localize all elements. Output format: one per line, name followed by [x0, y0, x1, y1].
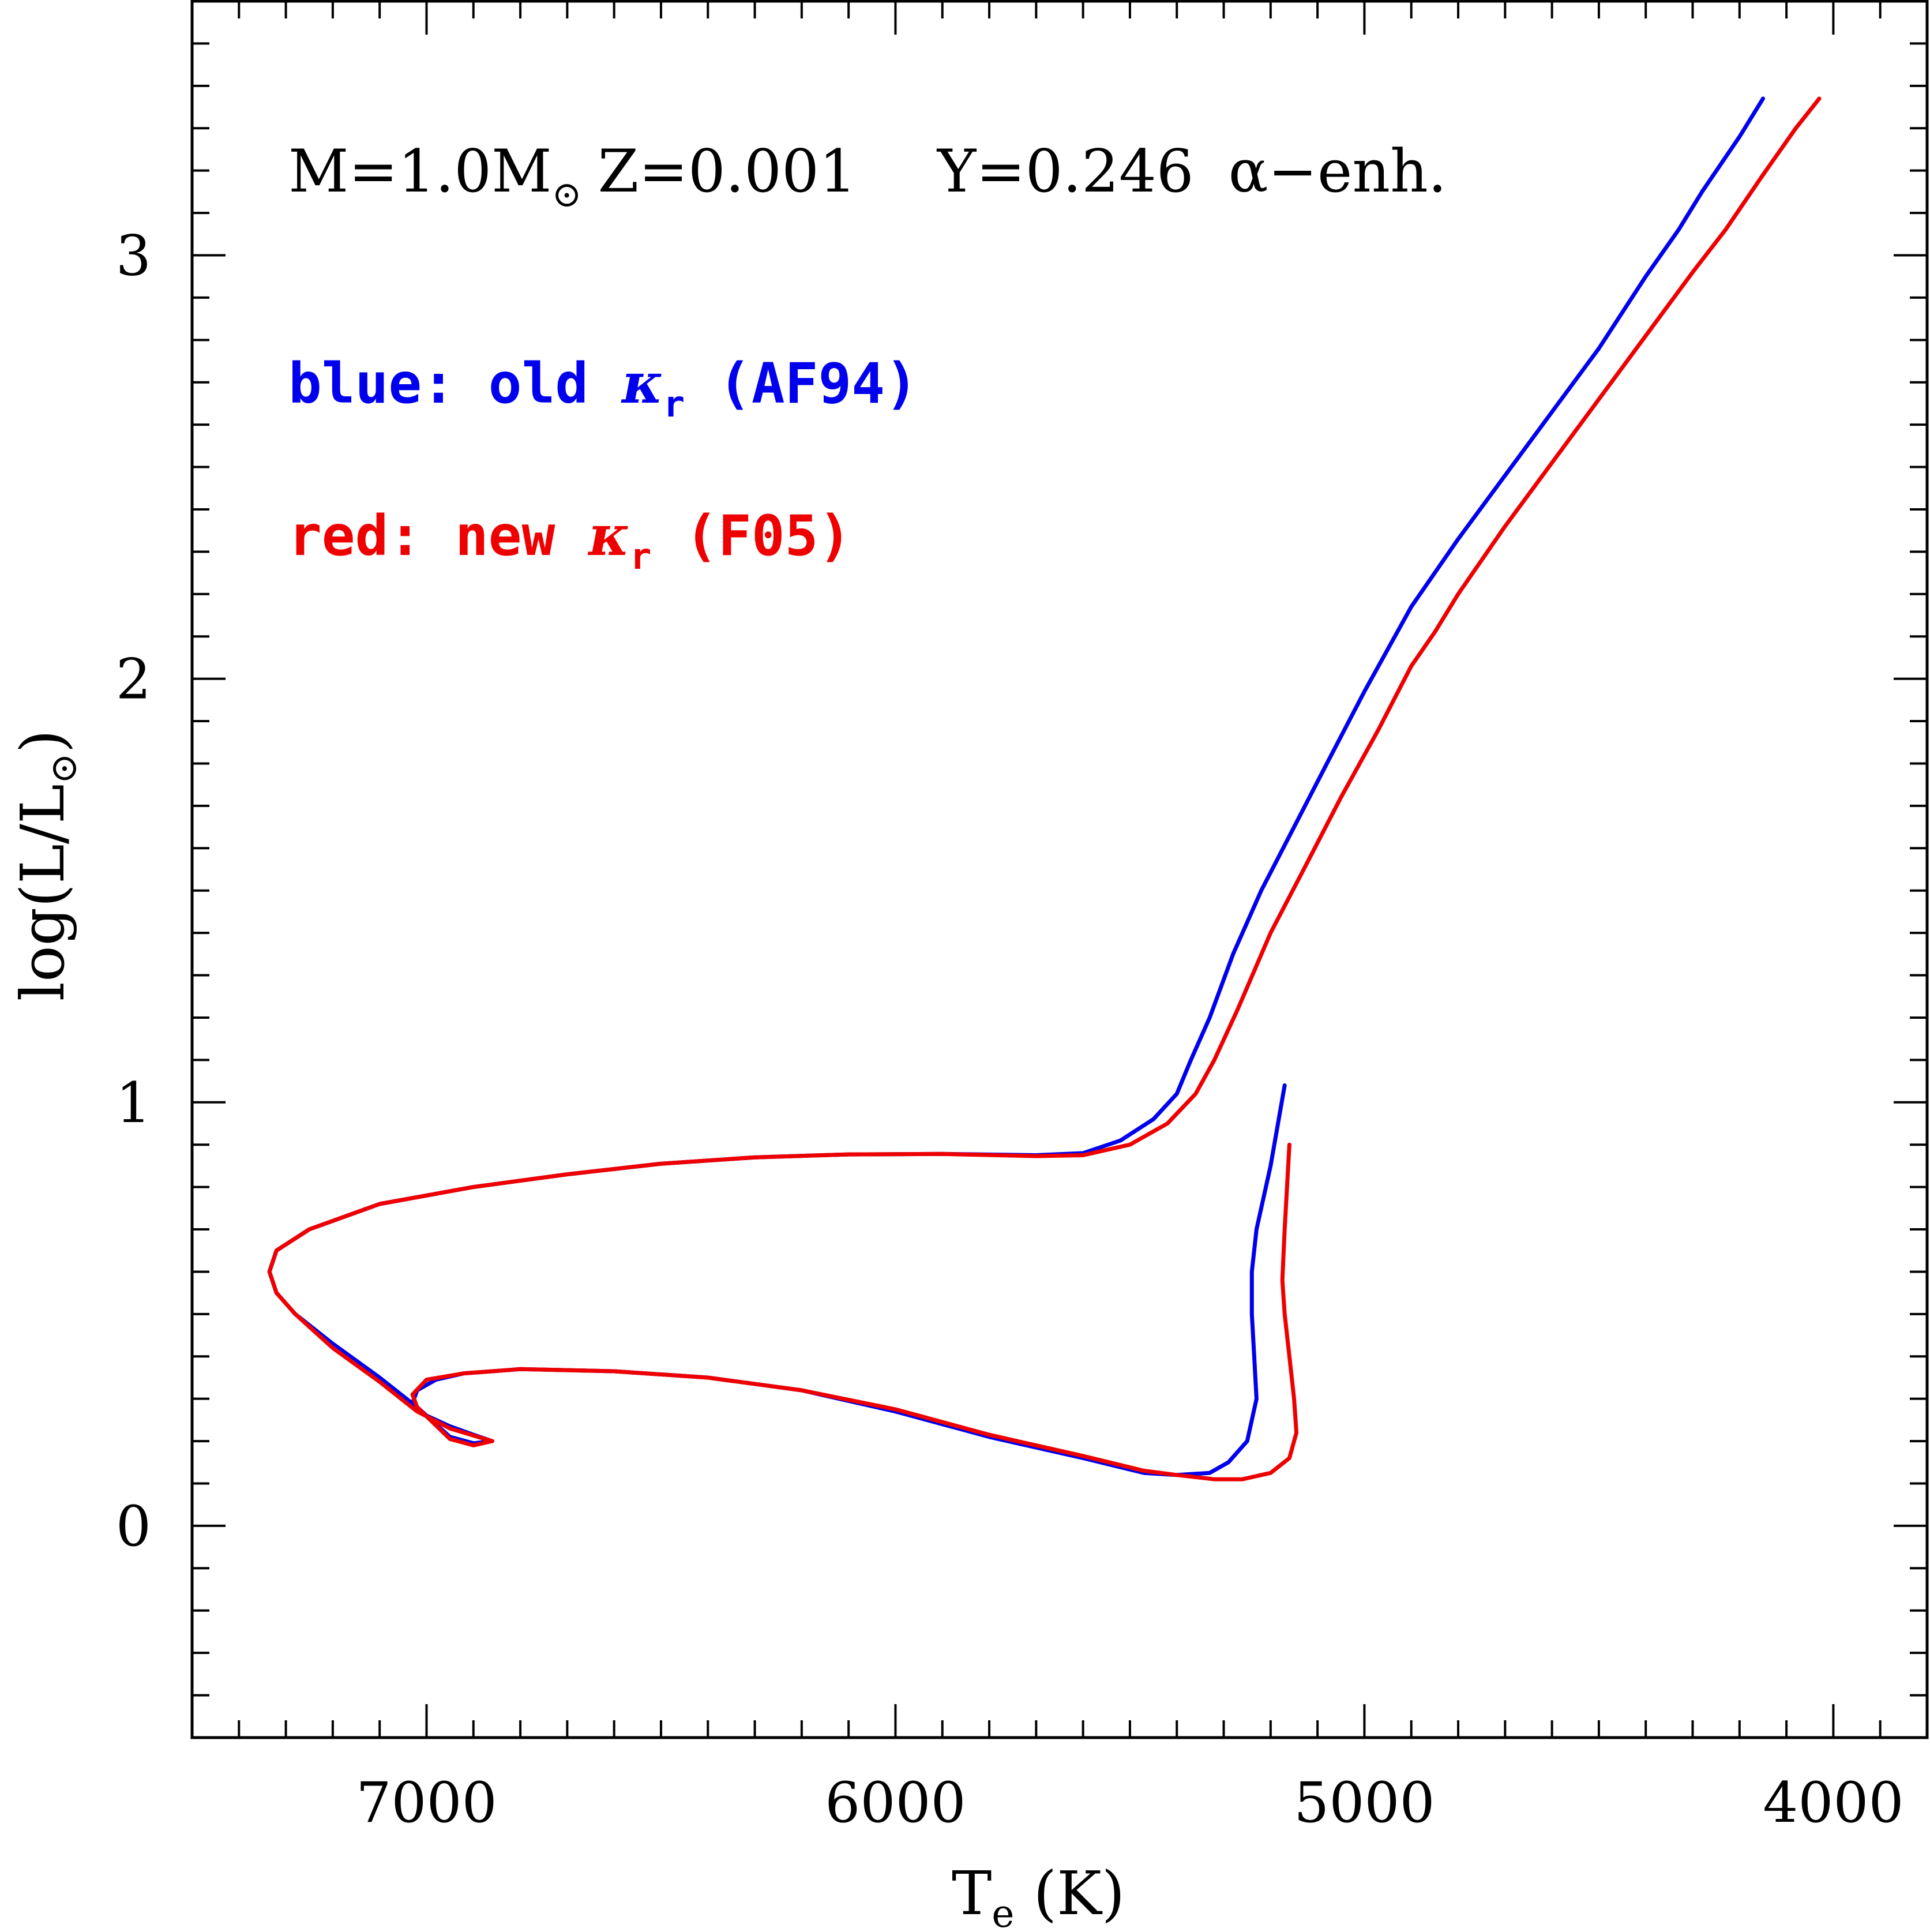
- annotation-alpha: α−enh.: [1229, 137, 1447, 206]
- series-line-0: [410, 1083, 1287, 1477]
- x-axis-title-main: T: [952, 1858, 992, 1929]
- y-tick-label: 1: [116, 1071, 151, 1135]
- legend-red-kappa: κ: [587, 503, 630, 568]
- x-tick-label: 5000: [1294, 1770, 1435, 1835]
- legend-red-prefix: red: new: [288, 504, 588, 568]
- x-axis-title-sub: e: [992, 1892, 1014, 1932]
- x-tick-label: 4000: [1763, 1770, 1903, 1835]
- y-tick-label: 3: [116, 223, 151, 288]
- legend-blue-kappa: κ: [621, 351, 663, 416]
- axis-ticks: [191, 0, 1928, 1739]
- plot-frame: [190, 0, 1929, 1739]
- x-tick-label: 6000: [825, 1770, 966, 1835]
- legend-blue-prefix: blue: old: [288, 351, 622, 416]
- series-line-3: [267, 96, 1822, 1443]
- y-tick-label: 2: [116, 647, 151, 712]
- annotation-metallicity: Z=0.001: [598, 137, 857, 206]
- legend-entry-red: red: new κr (F05): [288, 503, 851, 577]
- axis-tick-labels: 7000 6000 5000 4000 0 1 2 3: [116, 223, 1904, 1835]
- chart-annotation: M=1.0M⊙ Z=0.001 Y=0.246 α−enh.: [288, 137, 1447, 215]
- series-layer: [267, 96, 1822, 1481]
- x-tick-label: 7000: [356, 1770, 497, 1835]
- y-axis-title-sun: ⊙: [43, 753, 85, 784]
- y-axis-title: log(L/L⊙): [7, 730, 85, 1001]
- annotation-sun-symbol: ⊙: [552, 173, 582, 215]
- y-axis-title-pre: log(L/L: [7, 784, 78, 1001]
- legend-red-sub: r: [630, 535, 651, 577]
- annotation-mass: M=1.0M: [288, 137, 552, 206]
- y-axis-title-post: ): [7, 730, 78, 753]
- x-axis-title-rest: (K): [1014, 1858, 1125, 1929]
- legend-entry-blue: blue: old κr (AF94): [288, 351, 918, 425]
- x-axis-title: Te (K): [952, 1858, 1125, 1932]
- series-line-2: [410, 1142, 1299, 1481]
- y-tick-label: 0: [116, 1494, 151, 1559]
- legend-blue-suffix: (AF94): [685, 351, 918, 416]
- series-line-1: [267, 96, 1765, 1446]
- legend-blue-sub: r: [663, 383, 685, 425]
- legend-red-suffix: (F05): [651, 504, 851, 568]
- annotation-helium: Y=0.246: [936, 137, 1194, 206]
